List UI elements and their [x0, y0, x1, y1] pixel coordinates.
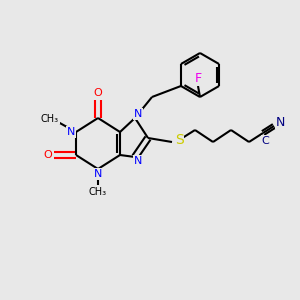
Text: O: O [44, 150, 52, 160]
Text: N: N [275, 116, 285, 128]
Text: CH₃: CH₃ [89, 187, 107, 197]
Text: N: N [94, 169, 102, 179]
Text: N: N [67, 127, 75, 137]
Text: S: S [175, 133, 183, 147]
Text: N: N [134, 156, 142, 166]
Text: CH₃: CH₃ [41, 114, 59, 124]
Text: C: C [261, 136, 269, 146]
Text: N: N [134, 109, 142, 119]
Text: O: O [94, 88, 102, 98]
Text: F: F [194, 73, 202, 85]
